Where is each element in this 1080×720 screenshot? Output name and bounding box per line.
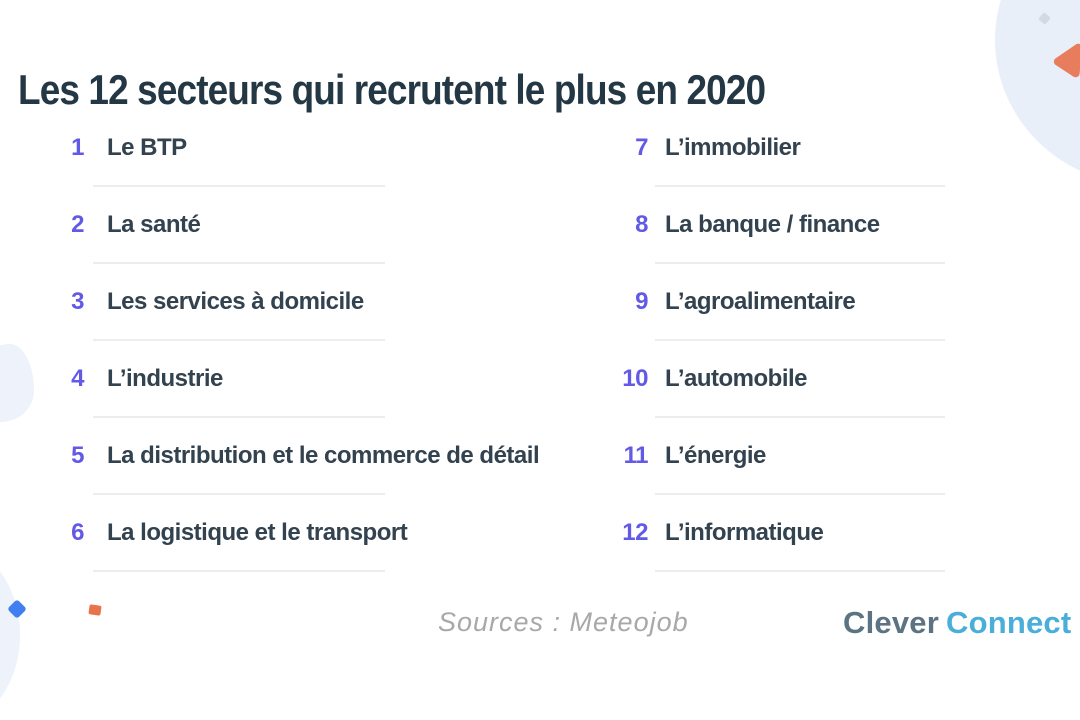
item-label: La distribution et le commerce de détail (107, 442, 540, 469)
item-label: L’industrie (107, 365, 223, 392)
item-label: Les services à domicile (107, 288, 364, 315)
divider (93, 339, 385, 341)
list-item: 7 L’immobilier (608, 110, 945, 187)
coral-arrow-icon (1053, 43, 1080, 78)
list-item: 6 La logistique et le transport (44, 495, 408, 572)
divider (655, 570, 945, 572)
item-label: L’agroalimentaire (665, 288, 856, 315)
divider (655, 416, 945, 418)
divider (93, 185, 385, 187)
item-rank: 4 (71, 365, 84, 392)
divider (93, 262, 385, 264)
item-rank: 12 (622, 519, 648, 546)
item-rank: 7 (635, 134, 648, 161)
item-rank: 1 (71, 134, 84, 161)
divider (655, 493, 945, 495)
item-label: La banque / finance (665, 211, 880, 238)
left-edge-blob (0, 344, 34, 422)
bottom-left-blob (0, 550, 20, 720)
list-item: 10 L’automobile (608, 341, 945, 418)
item-rank: 3 (71, 288, 84, 315)
page-title: Les 12 secteurs qui recrutent le plus en… (18, 66, 766, 114)
list-item: 1 Le BTP (44, 110, 385, 187)
item-label: La logistique et le transport (107, 519, 408, 546)
list-item: 8 La banque / finance (608, 187, 945, 264)
sources-caption: Sources : Meteojob (438, 607, 689, 637)
item-label: Le BTP (107, 134, 187, 161)
list-item: 12 L’informatique (608, 495, 945, 572)
item-rank: 10 (622, 365, 648, 392)
logo-text-clever: Clever (843, 605, 939, 640)
item-label: L’informatique (665, 519, 824, 546)
divider (655, 339, 945, 341)
item-label: L’énergie (665, 442, 766, 469)
item-label: L’automobile (665, 365, 808, 392)
divider (93, 493, 385, 495)
item-rank: 6 (71, 519, 84, 546)
list-item: 5 La distribution et le commerce de détai… (44, 418, 540, 495)
item-rank: 9 (635, 288, 648, 315)
sector-list-right: 7 L’immobilier 8 La banque / finance 9 L’ag… (608, 110, 945, 572)
top-right-blob (995, 0, 1080, 185)
list-item: 9 L’agroalimentaire (608, 264, 945, 341)
item-label: L’immobilier (665, 134, 801, 161)
item-rank: 5 (71, 442, 84, 469)
cleverconnect-logo: Clever Connect (843, 605, 1071, 641)
list-item: 11 L’énergie (608, 418, 945, 495)
orange-square-accent (88, 604, 102, 616)
divider (93, 416, 385, 418)
list-item: 4 L’industrie (44, 341, 385, 418)
item-rank: 11 (623, 442, 649, 469)
item-label: La santé (107, 211, 201, 238)
list-item: 3 Les services à domicile (44, 264, 385, 341)
logo-text-connect: Connect (946, 605, 1072, 640)
item-rank: 8 (635, 211, 648, 238)
item-rank: 2 (71, 211, 84, 238)
divider (655, 262, 945, 264)
list-item: 2 La santé (44, 187, 385, 264)
divider (93, 570, 385, 572)
divider (655, 185, 945, 187)
sector-list-left: 1 Le BTP 2 La santé 3 Les services à domici… (44, 110, 540, 572)
